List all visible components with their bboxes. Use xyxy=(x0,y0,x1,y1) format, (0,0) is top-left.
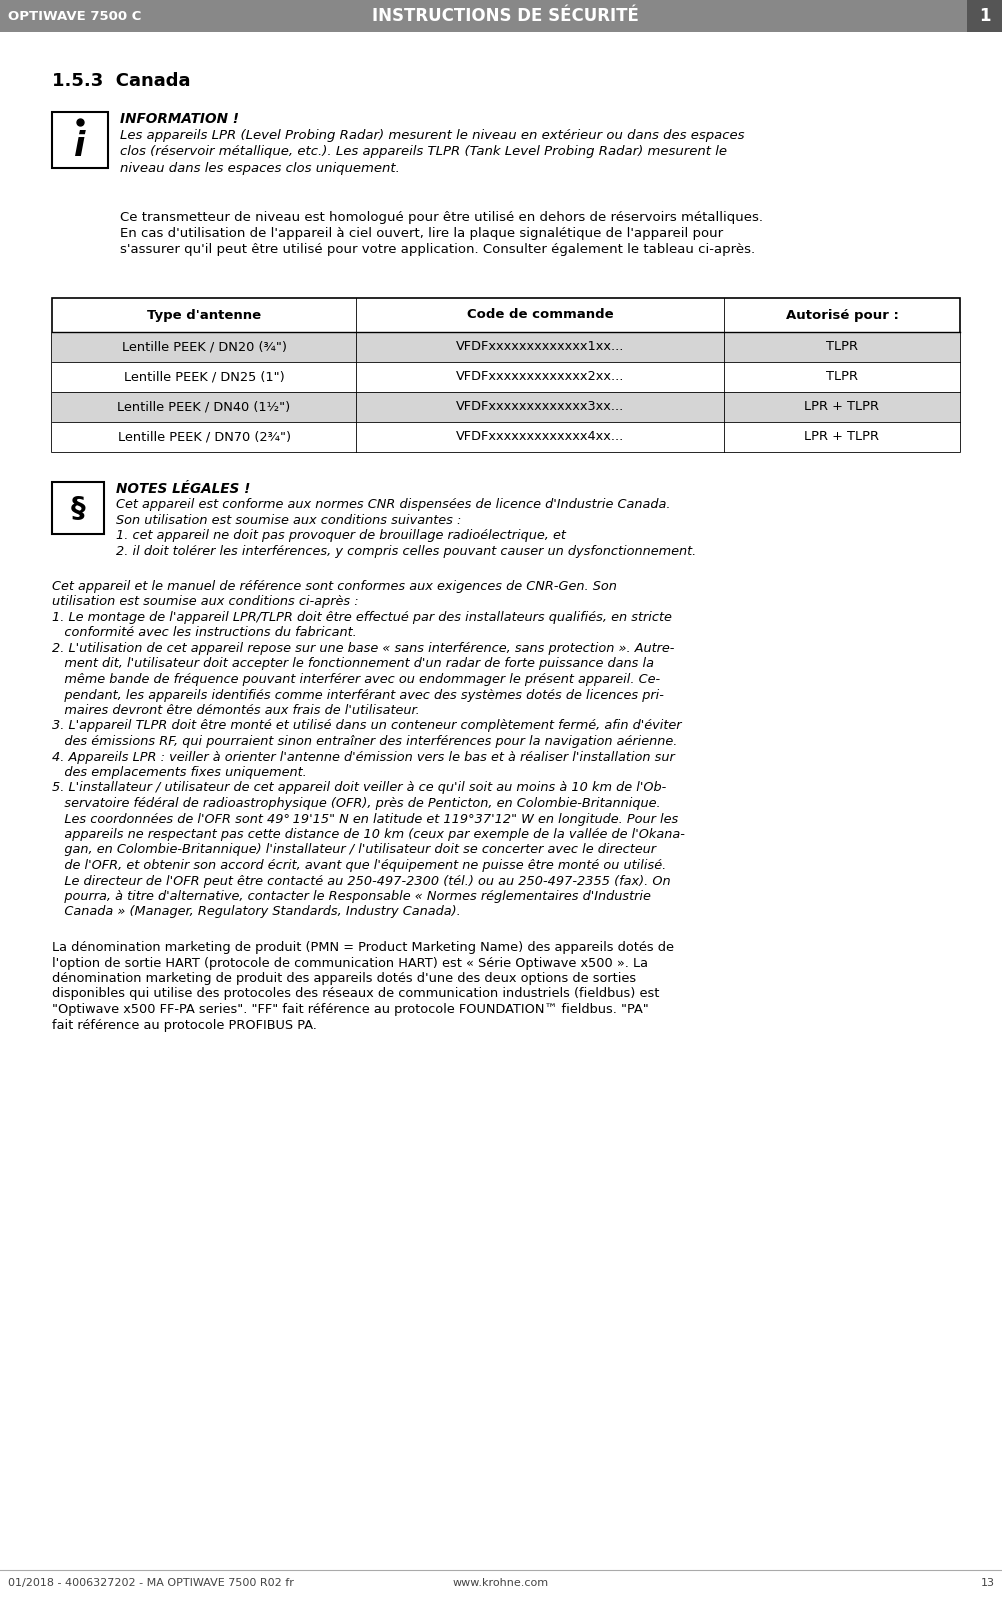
Text: de l'OFR, et obtenir son accord écrit, avant que l'équipement ne puisse être mon: de l'OFR, et obtenir son accord écrit, a… xyxy=(52,860,665,873)
Text: TLPR: TLPR xyxy=(825,340,857,353)
Text: servatoire fédéral de radioastrophysique (OFR), près de Penticton, en Colombie-B: servatoire fédéral de radioastrophysique… xyxy=(52,797,660,810)
Text: Lentille PEEK / DN70 (2¾"): Lentille PEEK / DN70 (2¾") xyxy=(117,430,291,444)
Text: 1. cet appareil ne doit pas provoquer de brouillage radioélectrique, et: 1. cet appareil ne doit pas provoquer de… xyxy=(116,529,565,542)
Bar xyxy=(52,363,959,392)
Text: Autorisé pour :: Autorisé pour : xyxy=(785,308,898,321)
Text: VFDFxxxxxxxxxxxxx4xx...: VFDFxxxxxxxxxxxxx4xx... xyxy=(456,430,623,444)
Text: Cet appareil est conforme aux normes CNR dispensées de licence d'Industrie Canad: Cet appareil est conforme aux normes CNR… xyxy=(116,499,669,511)
Text: VFDFxxxxxxxxxxxxx1xx...: VFDFxxxxxxxxxxxxx1xx... xyxy=(455,340,623,353)
Bar xyxy=(52,332,959,363)
Text: Lentille PEEK / DN25 (1"): Lentille PEEK / DN25 (1") xyxy=(123,371,285,384)
Text: niveau dans les espaces clos uniquement.: niveau dans les espaces clos uniquement. xyxy=(120,161,400,176)
Text: maires devront être démontés aux frais de l'utilisateur.: maires devront être démontés aux frais d… xyxy=(52,705,419,718)
Text: Lentille PEEK / DN40 (1½"): Lentille PEEK / DN40 (1½") xyxy=(117,401,291,414)
Text: "Optiwave x500 FF-PA series". "FF" fait référence au protocole FOUNDATION™ field: "Optiwave x500 FF-PA series". "FF" fait … xyxy=(52,1004,648,1016)
Text: LPR + TLPR: LPR + TLPR xyxy=(804,401,879,414)
Text: 3. L'appareil TLPR doit être monté et utilisé dans un conteneur complètement fer: 3. L'appareil TLPR doit être monté et ut… xyxy=(52,719,680,732)
Text: ment dit, l'utilisateur doit accepter le fonctionnement d'un radar de forte puis: ment dit, l'utilisateur doit accepter le… xyxy=(52,657,653,671)
Text: fait référence au protocole PROFIBUS PA.: fait référence au protocole PROFIBUS PA. xyxy=(52,1018,317,1031)
Text: 2. L'utilisation de cet appareil repose sur une base « sans interférence, sans p: 2. L'utilisation de cet appareil repose … xyxy=(52,642,673,655)
Text: Type d'antenne: Type d'antenne xyxy=(147,308,261,321)
Text: 1.5.3  Canada: 1.5.3 Canada xyxy=(52,72,190,89)
Text: VFDFxxxxxxxxxxxxx2xx...: VFDFxxxxxxxxxxxxx2xx... xyxy=(455,371,623,384)
Text: En cas d'utilisation de l'appareil à ciel ouvert, lire la plaque signalétique de: En cas d'utilisation de l'appareil à cie… xyxy=(120,227,722,240)
Text: 1: 1 xyxy=(978,6,990,26)
Bar xyxy=(52,483,104,534)
Text: s'assurer qu'il peut être utilisé pour votre application. Consulter également le: s'assurer qu'il peut être utilisé pour v… xyxy=(120,243,755,257)
Text: même bande de fréquence pouvant interférer avec ou endommager le présent apparei: même bande de fréquence pouvant interfér… xyxy=(52,673,659,686)
Text: pendant, les appareils identifiés comme interférant avec des systèmes dotés de l: pendant, les appareils identifiés comme … xyxy=(52,689,663,702)
Text: La dénomination marketing de produit (PMN = Product Marketing Name) des appareil: La dénomination marketing de produit (PM… xyxy=(52,941,673,954)
Bar xyxy=(966,0,1002,32)
Text: Code de commande: Code de commande xyxy=(466,308,613,321)
Text: gan, en Colombie-Britannique) l'installateur / l'utilisateur doit se concerter a: gan, en Colombie-Britannique) l'installa… xyxy=(52,844,655,857)
Text: des émissions RF, qui pourraient sinon entraîner des interférences pour la navig: des émissions RF, qui pourraient sinon e… xyxy=(52,735,676,748)
Text: www.krohne.com: www.krohne.com xyxy=(453,1577,548,1588)
Text: 01/2018 - 4006327202 - MA OPTIWAVE 7500 R02 fr: 01/2018 - 4006327202 - MA OPTIWAVE 7500 … xyxy=(8,1577,294,1588)
Text: 13: 13 xyxy=(980,1577,994,1588)
Text: i: i xyxy=(74,129,85,163)
Text: Les appareils LPR (Level Probing Radar) mesurent le niveau en extérieur ou dans : Les appareils LPR (Level Probing Radar) … xyxy=(120,129,743,142)
Text: Canada » (Manager, Regulatory Standards, Industry Canada).: Canada » (Manager, Regulatory Standards,… xyxy=(52,906,460,919)
Text: 1. Le montage de l'appareil LPR/TLPR doit être effectué par des installateurs qu: 1. Le montage de l'appareil LPR/TLPR doi… xyxy=(52,610,671,623)
Text: utilisation est soumise aux conditions ci-après :: utilisation est soumise aux conditions c… xyxy=(52,596,359,609)
Text: pourra, à titre d'alternative, contacter le Responsable « Normes réglementaires : pourra, à titre d'alternative, contacter… xyxy=(52,890,650,903)
Text: Lentille PEEK / DN20 (¾"): Lentille PEEK / DN20 (¾") xyxy=(121,340,287,353)
Text: TLPR: TLPR xyxy=(825,371,857,384)
Text: Les coordonnées de l'OFR sont 49° 19'15" N en latitude et 119°37'12" W en longit: Les coordonnées de l'OFR sont 49° 19'15"… xyxy=(52,812,677,826)
Text: l'option de sortie HART (protocole de communication HART) est « Série Optiwave x: l'option de sortie HART (protocole de co… xyxy=(52,957,647,970)
Text: Le directeur de l'OFR peut être contacté au 250-497-2300 (tél.) ou au 250-497-23: Le directeur de l'OFR peut être contacté… xyxy=(52,874,670,887)
Text: 2. il doit tolérer les interférences, y compris celles pouvant causer un dysfonc: 2. il doit tolérer les interférences, y … xyxy=(116,545,695,558)
Text: INSTRUCTIONS DE SÉCURITÉ: INSTRUCTIONS DE SÉCURITÉ xyxy=(371,6,638,26)
Bar xyxy=(52,297,959,452)
Text: 4. Appareils LPR : veiller à orienter l'antenne d'émission vers le bas et à réal: 4. Appareils LPR : veiller à orienter l'… xyxy=(52,751,674,764)
Text: 5. L'installateur / utilisateur de cet appareil doit veiller à ce qu'il soit au : 5. L'installateur / utilisateur de cet a… xyxy=(52,781,665,794)
Text: Son utilisation est soumise aux conditions suivantes :: Son utilisation est soumise aux conditio… xyxy=(116,513,461,526)
Text: Ce transmetteur de niveau est homologué pour être utilisé en dehors de réservoir: Ce transmetteur de niveau est homologué … xyxy=(120,211,763,224)
Text: §: § xyxy=(70,494,85,523)
Text: disponibles qui utilise des protocoles des réseaux de communication industriels : disponibles qui utilise des protocoles d… xyxy=(52,988,658,1000)
Text: des emplacements fixes uniquement.: des emplacements fixes uniquement. xyxy=(52,765,307,778)
Text: LPR + TLPR: LPR + TLPR xyxy=(804,430,879,444)
Bar xyxy=(52,392,959,422)
Bar xyxy=(0,0,1002,32)
Text: Cet appareil et le manuel de référence sont conformes aux exigences de CNR-Gen. : Cet appareil et le manuel de référence s… xyxy=(52,580,616,593)
Text: OPTIWAVE 7500 C: OPTIWAVE 7500 C xyxy=(8,10,141,22)
Text: dénomination marketing de produit des appareils dotés d'une des deux options de : dénomination marketing de produit des ap… xyxy=(52,972,635,984)
Text: appareils ne respectant pas cette distance de 10 km (ceux par exemple de la vall: appareils ne respectant pas cette distan… xyxy=(52,828,684,841)
Text: NOTES LÉGALES !: NOTES LÉGALES ! xyxy=(116,483,250,495)
Bar xyxy=(52,422,959,452)
Text: conformité avec les instructions du fabricant.: conformité avec les instructions du fabr… xyxy=(52,626,357,639)
Text: INFORMATION !: INFORMATION ! xyxy=(120,112,238,126)
Bar xyxy=(52,112,108,168)
Text: clos (réservoir métallique, etc.). Les appareils TLPR (Tank Level Probing Radar): clos (réservoir métallique, etc.). Les a… xyxy=(120,145,726,158)
Text: VFDFxxxxxxxxxxxxx3xx...: VFDFxxxxxxxxxxxxx3xx... xyxy=(456,401,623,414)
